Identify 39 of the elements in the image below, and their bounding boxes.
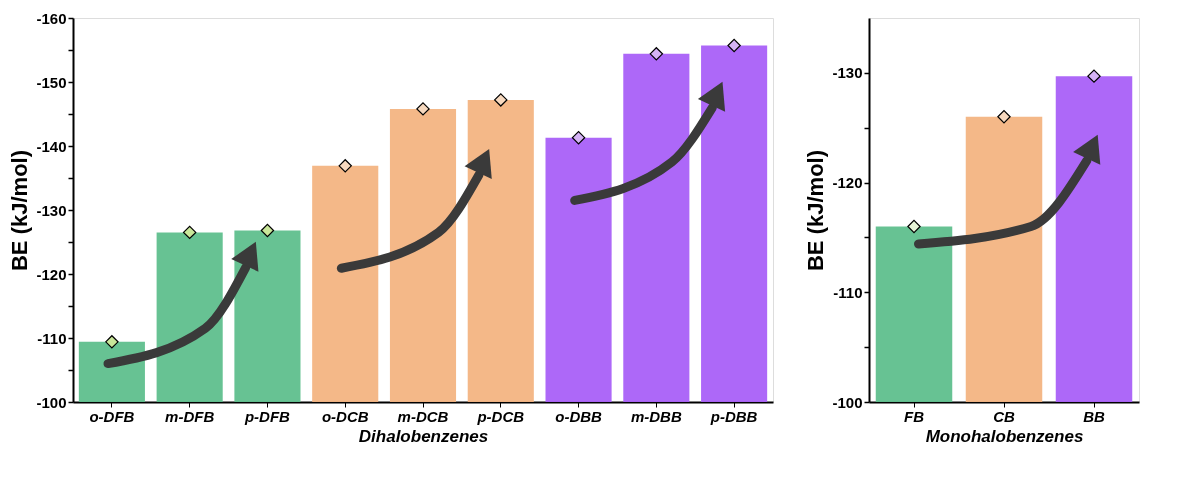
y-axis-title: BE (kJ/mol) [803,149,829,272]
point [907,219,921,234]
y-tick-label: -140 [36,137,67,155]
point [105,335,119,349]
point [727,38,741,53]
point [494,93,508,107]
point [260,223,275,238]
y-tick-label: -120 [36,265,67,283]
y-tick-label: -130 [832,64,863,82]
y-tick-label: -160 [36,9,67,27]
x-tick-label: m-DBB [630,407,682,425]
point [1087,69,1101,83]
point [997,110,1011,124]
x-axis-title: Monohalobenzenes [925,426,1084,446]
x-tick-label: m-DFB [165,407,215,425]
x-axis-title: Dihalobenzenes [358,426,489,446]
y-tick-label: -130 [36,201,67,219]
x-tick-label: p-DBB [709,407,758,425]
x-tick-label: BB [1083,407,1105,425]
x-tick-label: o-DBB [555,407,603,425]
y-tick-label: -150 [36,73,67,91]
x-tick-label: CB [993,407,1015,425]
y-tick-label: -110 [37,329,67,347]
x-tick-label: m-DCB [397,407,449,425]
y-tick-label: -120 [832,174,863,192]
y-tick-label: -110 [833,283,863,301]
y-tick-label: -100 [832,393,863,411]
point [416,102,430,116]
y-tick-label: -100 [36,393,67,411]
point [649,47,664,61]
x-tick-label: o-DFB [89,407,135,425]
point [571,130,586,145]
x-tick-label: p-DFB [243,407,291,425]
x-tick-label: FB [904,407,925,425]
x-tick-label: p-DCB [476,407,525,425]
y-axis-title: BE (kJ/mol) [7,149,33,272]
point [338,159,352,173]
point [182,225,197,240]
x-tick-label: o-DCB [321,407,369,425]
